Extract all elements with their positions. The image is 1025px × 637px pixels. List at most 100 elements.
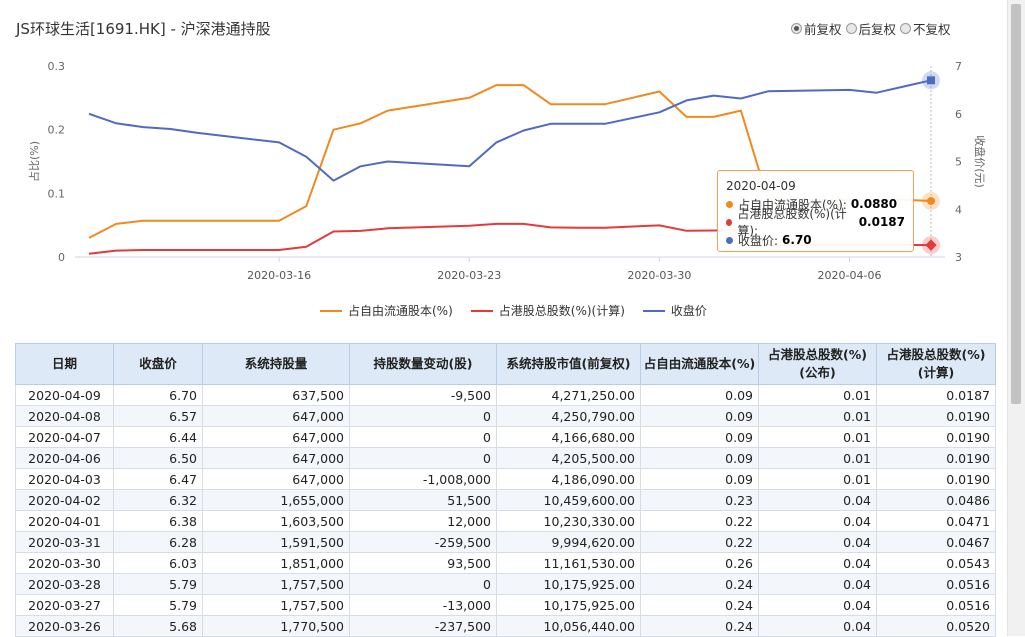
table-row: 2020-03-31 6.28 1,591,500 -259,500 9,994,620… xyxy=(15,531,996,553)
table-cell: 1,757,500 xyxy=(202,594,350,616)
table-row: 2020-03-30 6.03 1,851,000 93,500 11,161,530.… xyxy=(15,552,996,574)
radio-icon xyxy=(845,23,857,34)
tooltip-value: 6.70 xyxy=(782,233,812,247)
price-marker xyxy=(927,76,935,85)
adjust-option-backward[interactable]: 后复权 xyxy=(845,19,896,38)
table-cell: 4,166,680.00 xyxy=(496,426,641,448)
float-marker xyxy=(927,196,935,205)
right-tick-label: 5 xyxy=(955,156,962,169)
table-cell: 1,591,500 xyxy=(202,531,350,553)
table-cell: 2020-04-09 xyxy=(15,384,114,406)
right-tick-label: 4 xyxy=(955,203,962,216)
adjust-option-none[interactable]: 不复权 xyxy=(900,19,951,38)
column-header[interactable]: 系统持股市值(前复权) xyxy=(496,343,641,385)
table-cell: 6.47 xyxy=(113,468,203,490)
table-cell: -13,000 xyxy=(349,594,497,616)
table-cell: 9,994,620.00 xyxy=(496,531,641,553)
table-row: 2020-03-28 5.79 1,757,500 0 10,175,925.00 0.2… xyxy=(15,573,996,595)
table-cell: 10,175,925.00 xyxy=(496,594,641,616)
page-title: JS环球生活[1691.HK] - 沪深港通持股 xyxy=(16,20,271,38)
legend-label: 收盘价 xyxy=(670,304,707,318)
table-cell: 0.09 xyxy=(640,468,759,490)
table-cell: 0.0190 xyxy=(876,426,996,448)
table-header-row: 日期 收盘价 系统持股量 持股数量变动(股) 系统持股市值(前复权) 占自由流通股本(%)… xyxy=(15,343,996,385)
table-cell: 2020-04-01 xyxy=(15,510,114,532)
table-cell: 4,186,090.00 xyxy=(496,468,641,490)
column-header[interactable]: 系统持股量 xyxy=(202,343,350,385)
legend-item-hk-shares[interactable]: 占港股总股数(%)(计算) xyxy=(470,302,625,319)
right-axis-label: 收盘价(元) xyxy=(973,135,987,188)
left-tick-label: 0 xyxy=(58,251,65,264)
left-tick-label: 0.1 xyxy=(48,187,66,200)
table-cell: 2020-04-08 xyxy=(15,405,114,427)
table-cell: 0.23 xyxy=(640,489,759,511)
table-cell: 0.09 xyxy=(640,447,759,469)
table-cell: -259,500 xyxy=(349,531,497,553)
tooltip-label: 占自由流通股本(%): xyxy=(738,197,847,212)
table-cell: 0.09 xyxy=(640,426,759,448)
table-cell: 0.22 xyxy=(640,510,759,532)
table-cell: 0.0520 xyxy=(876,615,996,637)
right-tick-label: 6 xyxy=(955,108,962,121)
table-cell: 51,500 xyxy=(349,489,497,511)
column-header[interactable]: 日期 xyxy=(15,343,114,385)
chart-legend: 占自由流通股本(%) 占港股总股数(%)(计算) 收盘价 xyxy=(320,302,707,319)
x-tick-label: 2020-03-16 xyxy=(247,269,311,282)
table-cell: 4,250,790.00 xyxy=(496,405,641,427)
column-header[interactable]: 收盘价 xyxy=(113,343,203,385)
adjust-option-forward[interactable]: 前复权 xyxy=(791,19,842,38)
table-row: 2020-04-02 6.32 1,655,000 51,500 10,459,600.… xyxy=(15,489,996,511)
series-line-2 xyxy=(88,79,932,182)
legend-label: 占港股总股数(%)(计算) xyxy=(498,304,625,318)
table-cell: 1,603,500 xyxy=(202,510,350,532)
table-cell: 0.0467 xyxy=(876,531,996,553)
dot-icon xyxy=(726,236,733,244)
dot-icon xyxy=(726,200,733,208)
page-scrollbar[interactable] xyxy=(1007,0,1025,636)
table-cell: 6.70 xyxy=(113,384,203,406)
table-cell: 4,271,250.00 xyxy=(496,384,641,406)
table-cell: 0.09 xyxy=(640,405,759,427)
column-header[interactable]: 占港股总股数(%)(计算) xyxy=(876,343,996,385)
table-cell: 647,000 xyxy=(202,447,350,469)
holdings-table: 日期 收盘价 系统持股量 持股数量变动(股) 系统持股市值(前复权) 占自由流通股本(%)… xyxy=(15,343,996,637)
left-axis-label: 占比(%) xyxy=(27,141,41,182)
table-cell: 647,000 xyxy=(202,426,350,448)
adjust-option-label: 前复权 xyxy=(804,22,842,37)
tooltip-row: 占港股总股数(%)(计算): 0.0187 xyxy=(726,207,905,238)
radio-icon xyxy=(791,23,802,34)
column-header[interactable]: 持股数量变动(股) xyxy=(349,343,497,385)
table-row: 2020-04-03 6.47 647,000 -1,008,000 4,186,090… xyxy=(15,468,996,490)
table-cell: 0 xyxy=(349,447,497,469)
legend-item-free-float[interactable]: 占自由流通股本(%) xyxy=(320,302,453,319)
table-cell: 1,851,000 xyxy=(202,552,350,574)
x-tick-label: 2020-03-30 xyxy=(627,269,691,282)
table-cell: 0.04 xyxy=(758,531,877,553)
table-cell: 5.79 xyxy=(113,573,203,595)
table-cell: 647,000 xyxy=(202,468,350,490)
scrollbar-thumb[interactable] xyxy=(1011,4,1021,404)
table-cell: 10,459,600.00 xyxy=(496,489,641,511)
table-cell: 10,056,440.00 xyxy=(496,615,641,637)
table-cell: 2020-03-27 xyxy=(15,594,114,616)
table-row: 2020-04-06 6.50 647,000 0 4,205,500.00 0.09 0.… xyxy=(15,447,996,469)
table-row: 2020-04-01 6.38 1,603,500 12,000 10,230,330.… xyxy=(15,510,996,532)
table-cell: 0.01 xyxy=(758,447,877,469)
right-tick-label: 3 xyxy=(955,251,962,264)
legend-item-close-price[interactable]: 收盘价 xyxy=(642,302,707,319)
column-header[interactable]: 占自由流通股本(%) xyxy=(640,343,759,385)
radio-icon xyxy=(900,23,912,34)
dot-icon xyxy=(726,218,733,226)
table-cell: -1,008,000 xyxy=(349,468,497,490)
table-cell: 6.50 xyxy=(113,447,203,469)
table-cell: 0.26 xyxy=(640,552,759,574)
adjust-options: 前复权 后复权 不复权 xyxy=(791,19,951,38)
table-cell: 0.24 xyxy=(640,594,759,616)
table-row: 2020-03-26 5.68 1,770,500 -237,500 10,056,44… xyxy=(15,615,996,637)
table-cell: 0.0190 xyxy=(876,468,996,490)
table-cell: 2020-03-26 xyxy=(15,615,114,637)
table-cell: 0.01 xyxy=(758,426,877,448)
table-cell: 0.24 xyxy=(640,573,759,595)
column-header[interactable]: 占港股总股数(%)(公布) xyxy=(758,343,877,385)
table-cell: 2020-04-02 xyxy=(15,489,114,511)
